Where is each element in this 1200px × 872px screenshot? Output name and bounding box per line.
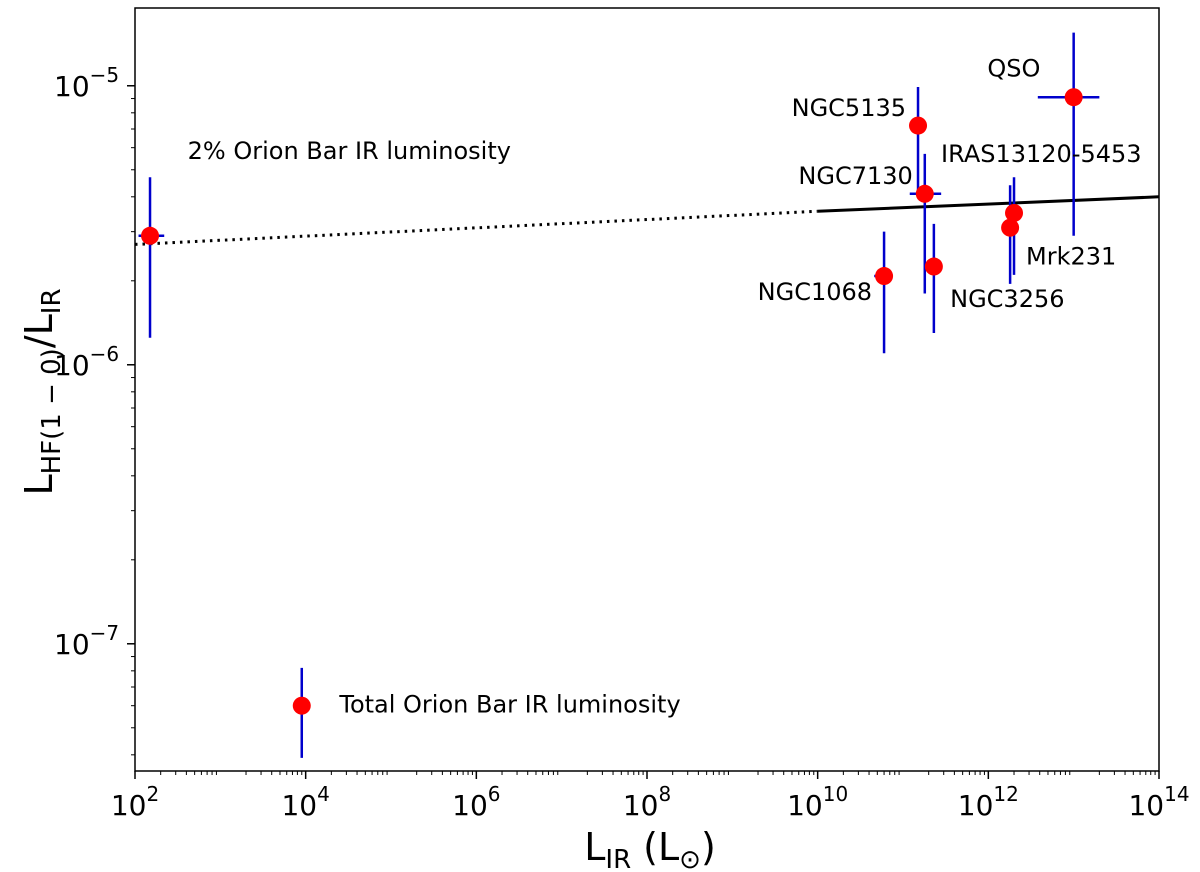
x-tick-label: 1012 xyxy=(958,782,1019,822)
x-axis-title-unit: (L xyxy=(643,825,679,869)
point-label: Total Orion Bar IR luminosity xyxy=(338,691,680,719)
y-tick-label: 10−5 xyxy=(54,63,119,103)
data-point xyxy=(292,696,311,715)
point-label: Mrk231 xyxy=(1026,243,1116,271)
x-axis-title-sub: IR xyxy=(605,845,631,872)
point-label: NGC3256 xyxy=(950,285,1064,313)
point-labels: 2% Orion Bar IR luminosity Total Orion Ba… xyxy=(188,54,1142,718)
point-label: QSO xyxy=(987,54,1040,82)
data-points xyxy=(141,88,1083,715)
x-tick-label: 104 xyxy=(281,782,329,822)
fit-line-solid xyxy=(817,195,1160,213)
y-axis-title-main: L xyxy=(17,474,61,495)
y-tick-label: 10−7 xyxy=(54,621,119,661)
x-axis-title-unit-sub: ⊙ xyxy=(679,845,701,872)
y-axis-title-slash: /L xyxy=(17,314,61,348)
data-point xyxy=(141,226,160,245)
data-point xyxy=(924,257,943,276)
point-label: NGC7130 xyxy=(798,162,912,190)
plot-frame xyxy=(134,7,1160,772)
data-point xyxy=(1001,218,1020,237)
y-axis-title-sub2: IR xyxy=(37,288,67,314)
fit-line-dotted xyxy=(134,209,818,246)
data-point xyxy=(909,116,928,135)
point-label: IRAS13120-5453 xyxy=(941,140,1142,168)
x-axis-ticks: 102 104 106 108 1010 1012 1014 xyxy=(111,771,1190,822)
x-tick-label: 102 xyxy=(111,782,159,822)
data-point xyxy=(1005,203,1024,222)
point-label: 2% Orion Bar IR luminosity xyxy=(188,137,511,165)
x-tick-label: 1010 xyxy=(787,782,848,822)
y-tick-label: 10−6 xyxy=(54,342,119,382)
y-axis-ticks: 10−7 10−6 10−5 xyxy=(54,63,135,756)
x-tick-label: 106 xyxy=(452,782,500,822)
point-label: NGC5135 xyxy=(792,94,906,122)
x-tick-label: 108 xyxy=(623,782,671,822)
data-point xyxy=(915,184,934,203)
point-label: NGC1068 xyxy=(758,278,872,306)
fit-lines xyxy=(134,195,1160,246)
x-axis-title-close: ) xyxy=(701,825,716,869)
x-axis-title-main: L xyxy=(584,825,605,869)
data-point xyxy=(875,267,894,286)
data-point xyxy=(1064,88,1083,107)
y-axis-title: LHF(1 − 0)/LIR xyxy=(17,288,67,495)
x-axis-title: LIR (L⊙) xyxy=(584,825,716,872)
x-tick-label: 1014 xyxy=(1128,782,1189,822)
y-axis-title-sub1: HF(1 − 0) xyxy=(37,348,67,474)
